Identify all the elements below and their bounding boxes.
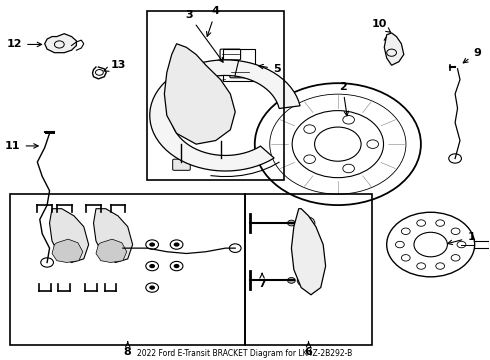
Text: 13: 13 xyxy=(104,60,125,71)
Circle shape xyxy=(288,278,295,283)
Polygon shape xyxy=(52,239,83,262)
Text: 3: 3 xyxy=(185,10,223,62)
Polygon shape xyxy=(96,239,127,262)
Bar xyxy=(223,49,255,81)
Polygon shape xyxy=(94,209,133,262)
Polygon shape xyxy=(49,209,89,262)
Text: 9: 9 xyxy=(463,48,481,63)
FancyBboxPatch shape xyxy=(172,159,190,170)
Circle shape xyxy=(149,285,155,290)
FancyBboxPatch shape xyxy=(220,49,241,60)
Text: 2022 Ford E-Transit BRACKET Diagram for LK4Z-2B292-B: 2022 Ford E-Transit BRACKET Diagram for … xyxy=(137,348,353,357)
Text: 4: 4 xyxy=(207,6,220,36)
Polygon shape xyxy=(150,60,300,171)
Circle shape xyxy=(288,220,295,226)
FancyBboxPatch shape xyxy=(230,67,250,78)
FancyBboxPatch shape xyxy=(212,156,229,167)
Text: 2: 2 xyxy=(339,82,348,116)
Text: 7: 7 xyxy=(258,273,266,289)
Circle shape xyxy=(173,242,179,247)
Text: 6: 6 xyxy=(305,342,313,357)
Polygon shape xyxy=(45,34,76,53)
Circle shape xyxy=(149,242,155,247)
Text: 5: 5 xyxy=(259,64,281,74)
Text: 10: 10 xyxy=(372,19,391,32)
Bar xyxy=(245,194,372,345)
Text: 11: 11 xyxy=(5,141,38,151)
Polygon shape xyxy=(292,209,326,295)
Circle shape xyxy=(173,264,179,268)
Bar xyxy=(10,194,245,345)
Polygon shape xyxy=(384,33,404,65)
Bar xyxy=(147,12,284,180)
Text: 12: 12 xyxy=(7,40,42,49)
Text: 8: 8 xyxy=(124,342,132,357)
Circle shape xyxy=(149,264,155,268)
Text: 1: 1 xyxy=(448,232,475,244)
Polygon shape xyxy=(164,44,235,144)
